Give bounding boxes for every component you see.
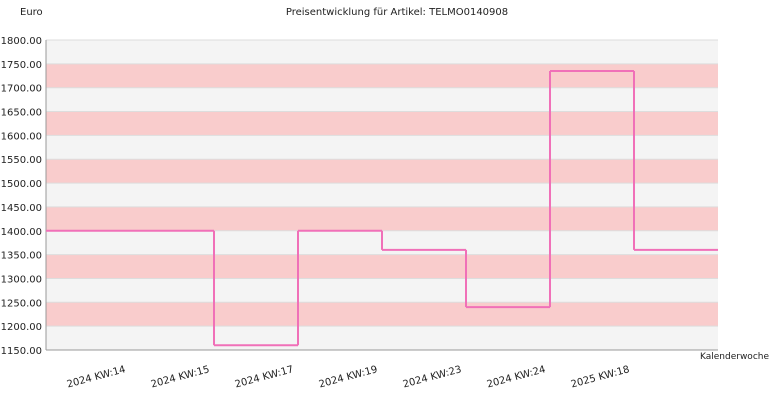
y-tick-label: 1550.00 [1, 155, 42, 166]
band [46, 254, 718, 279]
band [46, 111, 718, 136]
x-tick-label: 2024 KW:15 [150, 364, 211, 390]
band [46, 302, 718, 327]
y-tick-label: 1300.00 [1, 274, 42, 285]
band [46, 135, 718, 160]
band [46, 63, 718, 88]
band [46, 183, 718, 207]
y-tick-label: 1250.00 [1, 298, 42, 309]
chart-title: Preisentwicklung für Artikel: TELMO01409… [286, 7, 508, 18]
x-axis-label: Kalenderwoche [700, 352, 769, 362]
x-tick-label: 2024 KW:19 [318, 364, 379, 390]
x-tick-label: 2024 KW:23 [402, 364, 463, 390]
band [46, 278, 718, 303]
y-tick-label: 1150.00 [1, 346, 42, 357]
y-tick-label: 1600.00 [1, 131, 42, 142]
x-tick-label: 2024 KW:14 [66, 364, 127, 390]
y-tick-label: 1350.00 [1, 251, 42, 262]
y-tick-label: 1500.00 [1, 179, 42, 190]
y-axis-label: Euro [20, 7, 43, 18]
x-tick-label: 2024 KW:17 [234, 364, 295, 390]
x-tick-label: 2025 KW:18 [570, 364, 631, 390]
band [46, 326, 718, 350]
band [46, 206, 718, 231]
y-tick-label: 1750.00 [1, 60, 42, 71]
x-tick-label: 2024 KW:24 [486, 364, 547, 390]
band [46, 40, 718, 64]
y-tick-label: 1200.00 [1, 322, 42, 333]
y-tick-label: 1800.00 [1, 36, 42, 47]
y-tick-label: 1650.00 [1, 108, 42, 119]
band [46, 159, 718, 184]
y-tick-label: 1450.00 [1, 203, 42, 214]
band [46, 87, 718, 112]
y-tick-label: 1700.00 [1, 84, 42, 95]
y-tick-label: 1400.00 [1, 227, 42, 238]
